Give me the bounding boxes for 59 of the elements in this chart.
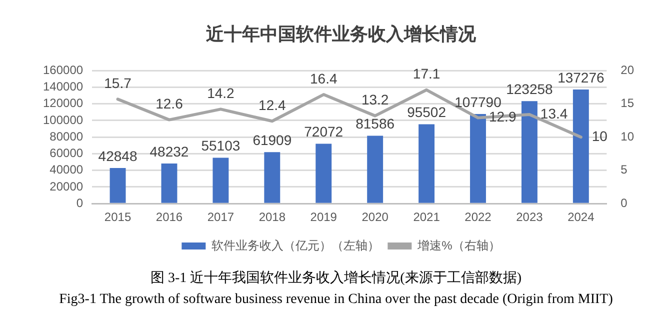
data-label: 81586 — [356, 116, 395, 132]
x-tick-label: 2017 — [207, 210, 234, 224]
x-tick-label: 2023 — [516, 210, 544, 224]
y-tick-label: 140000 — [42, 80, 84, 94]
data-label: 123258 — [506, 81, 554, 97]
x-tick-label: 2024 — [568, 210, 595, 224]
y-tick-label: 60000 — [50, 146, 84, 160]
x-tick-label: 2019 — [310, 210, 338, 224]
bar — [264, 152, 280, 203]
x-tick-label: 2020 — [362, 210, 389, 224]
bar — [418, 124, 435, 203]
bar — [110, 168, 126, 203]
y-tick-label: 20000 — [50, 179, 84, 194]
y-tick-label: 40000 — [50, 162, 84, 177]
caption: 图 3-1 近十年我国软件业务收入增长情况(来源于工信部数据) — [150, 270, 522, 287]
data-label: 55103 — [201, 138, 240, 154]
data-label: 61909 — [252, 132, 292, 148]
data-label: 48232 — [150, 143, 189, 160]
data-label: 13.2 — [361, 92, 389, 108]
y-tick-label: 80000 — [50, 129, 84, 144]
data-label: 13.4 — [540, 105, 568, 122]
y2-tick-label: 10 — [620, 129, 634, 144]
data-label: 137276 — [558, 69, 604, 86]
legend-label: 软件业务收入（亿元）（左轴） — [212, 238, 380, 252]
bar — [212, 158, 229, 203]
bar — [521, 101, 538, 203]
legend-label: 增速%（右轴） — [416, 238, 500, 252]
data-label: 95502 — [407, 104, 446, 120]
chart-title: 近十年中国软件业务收入增长情况 — [205, 24, 477, 44]
bar — [470, 114, 486, 203]
y2-tick-label: 20 — [620, 62, 634, 77]
data-label: 16.4 — [310, 70, 338, 86]
y-tick-label: 160000 — [42, 62, 84, 77]
y-tick-label: 120000 — [42, 96, 84, 110]
y-tick-label: 0 — [76, 196, 84, 210]
data-label: 10 — [592, 128, 608, 144]
caption: Fig3-1 The growth of software business revenue in China over the past decade (Origin from MIIT) — [58, 292, 614, 308]
y2-tick-label: 0 — [620, 196, 628, 210]
x-tick-label: 2015 — [104, 210, 132, 224]
x-tick-label: 2022 — [464, 210, 492, 224]
bar — [367, 136, 384, 203]
data-label: 15.7 — [104, 75, 132, 92]
y2-tick-label: 15 — [620, 96, 634, 110]
y-tick-label: 100000 — [42, 112, 84, 127]
x-tick-label: 2016 — [156, 210, 183, 224]
bar — [161, 164, 178, 203]
x-tick-label: 2018 — [258, 210, 286, 224]
y2-tick-label: 5 — [620, 162, 628, 177]
bar — [316, 144, 332, 203]
data-label: 12.9 — [488, 108, 516, 125]
data-label: 12.6 — [156, 96, 184, 112]
data-label: 12.4 — [258, 97, 286, 113]
x-tick-label: 2021 — [413, 210, 440, 224]
bar — [572, 89, 589, 203]
data-label: 72072 — [304, 124, 344, 140]
data-label: 14.2 — [207, 85, 235, 102]
data-label: 42848 — [98, 148, 138, 164]
data-label: 107790 — [454, 94, 502, 110]
data-label: 17.1 — [412, 66, 440, 82]
